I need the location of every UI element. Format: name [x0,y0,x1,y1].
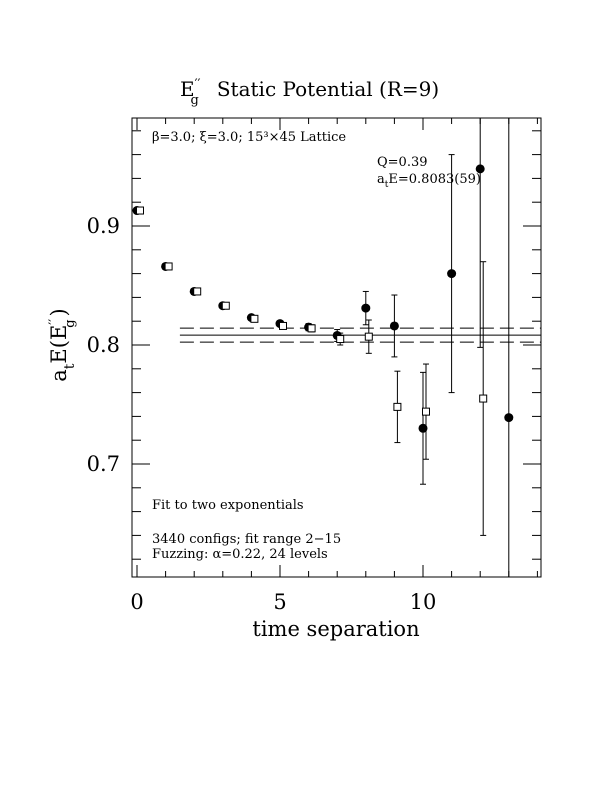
lattice-annotation: β=3.0; ξ=3.0; 15³×45 Lattice [152,130,346,145]
energy-prefix: a [377,172,385,187]
energy-annotation: atE=0.8083(59) [377,172,481,190]
data-point-square [479,394,488,403]
plot-frame [131,117,542,578]
ylabel-end: ) [47,308,71,316]
data-point-circle [447,269,457,279]
data-series [132,118,514,577]
y-tick-label-0.9: 0.9 [87,214,120,238]
data-point-square [221,301,230,310]
x-tick-label-10: 10 [410,590,437,614]
fit-description: Fit to two exponentials [152,498,304,513]
data-point-square [393,402,402,411]
title-rest: Static Potential (R=9) [217,77,439,101]
data-point-square [193,287,202,296]
ylabel-t-sub: t [62,363,78,369]
ylabel-a: a [47,369,71,382]
x-axis-label: time separation [252,617,419,641]
fuzzing-annotation: Fuzzing: α=0.22, 24 levels [152,547,328,562]
fit-band [179,327,541,343]
title-sub: g [191,93,199,108]
data-point-circle [504,413,514,423]
axis-ticks [132,118,541,577]
data-point-circle [418,423,428,433]
data-point-circle [475,164,485,174]
y-tick-label-0.7: 0.7 [87,452,120,476]
title-sup: ′′ [195,77,201,92]
data-point-square [164,262,173,271]
ylabel-mid: E(E [47,325,71,364]
chart-title: E′′ g Static Potential (R=9) [180,77,439,108]
data-point-square [364,332,373,341]
data-point-circle [361,303,371,313]
data-point-square [136,206,144,215]
title-irrep: E [180,77,195,101]
data-point-square [307,324,316,333]
ylabel-sub: g [63,319,78,327]
data-point-circle [389,321,399,331]
ylabel-sup: ′′ [47,319,62,325]
data-point-square [422,407,430,416]
q-annotation: Q=0.39 [377,155,428,170]
y-axis-label: atE(E′′g) [47,308,78,381]
energy-sub: t [385,180,389,190]
configs-annotation: 3440 configs; fit range 2−15 [152,532,341,547]
data-point-square [250,314,259,323]
x-tick-label-0: 0 [130,590,143,614]
x-tick-label-5: 5 [273,590,286,614]
energy-rest: E=0.8083(59) [388,172,481,187]
y-tick-label-0.8: 0.8 [87,333,120,357]
data-point-square [279,321,287,330]
data-point-square [336,335,345,344]
